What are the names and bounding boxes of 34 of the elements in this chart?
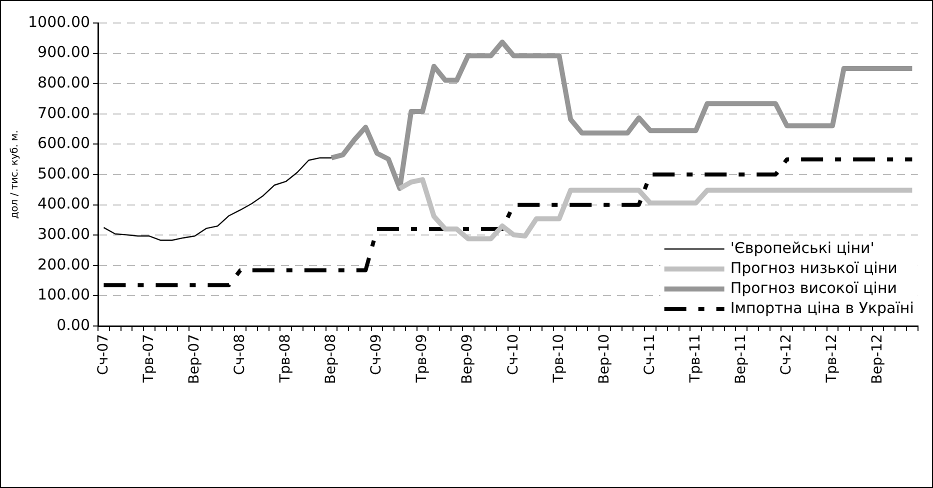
y-tick-label: 0.00 — [56, 316, 90, 334]
x-tick-label: Вер-10 — [596, 334, 612, 384]
x-tick-label: Сч-11 — [642, 334, 658, 375]
y-tick-label: 800.00 — [38, 73, 90, 92]
x-tick-label: Трв-08 — [278, 334, 294, 384]
legend-label: Прогноз низької ціни — [730, 258, 898, 277]
y-tick-label: 600.00 — [38, 134, 90, 152]
x-tick-label: Вер-09 — [460, 334, 476, 384]
x-tick-label: Трв-10 — [550, 334, 567, 384]
y-tick-label: 900.00 — [38, 43, 90, 62]
legend-label: Прогноз високої ціни — [730, 278, 898, 297]
x-tick-label: Сч-09 — [368, 334, 385, 375]
y-tick-label: 500.00 — [38, 164, 90, 182]
x-tick-label: Сч-10 — [505, 334, 522, 375]
x-tick-label: Трв-11 — [687, 334, 704, 384]
legend-label: 'Європейські ціни' — [730, 238, 874, 257]
y-tick-label: 300.00 — [38, 225, 90, 244]
y-tick-label: 1000.00 — [28, 12, 90, 31]
x-tick-label: Вер-12 — [870, 334, 886, 384]
x-tick-label: Вер-11 — [733, 334, 750, 384]
x-tick-label: Трв-09 — [414, 334, 430, 384]
y-axis-title: дол / тис. куб. м. — [10, 130, 21, 219]
x-tick-label: Сч-08 — [232, 334, 248, 375]
y-tick-label: 200.00 — [38, 255, 90, 274]
x-tick-label: Трв-12 — [824, 334, 840, 384]
y-tick-label: 700.00 — [38, 104, 90, 122]
x-tick-label: Вер-08 — [323, 334, 340, 384]
x-tick-label: Вер-07 — [186, 334, 202, 384]
x-tick-label: Трв-07 — [140, 334, 157, 384]
x-tick-label: Сч-07 — [95, 334, 112, 375]
y-tick-label: 100.00 — [38, 286, 90, 304]
x-tick-label: Сч-12 — [778, 334, 795, 375]
y-tick-label: 400.00 — [38, 194, 90, 213]
legend-label: Імпортна ціна в Україні — [730, 298, 914, 317]
